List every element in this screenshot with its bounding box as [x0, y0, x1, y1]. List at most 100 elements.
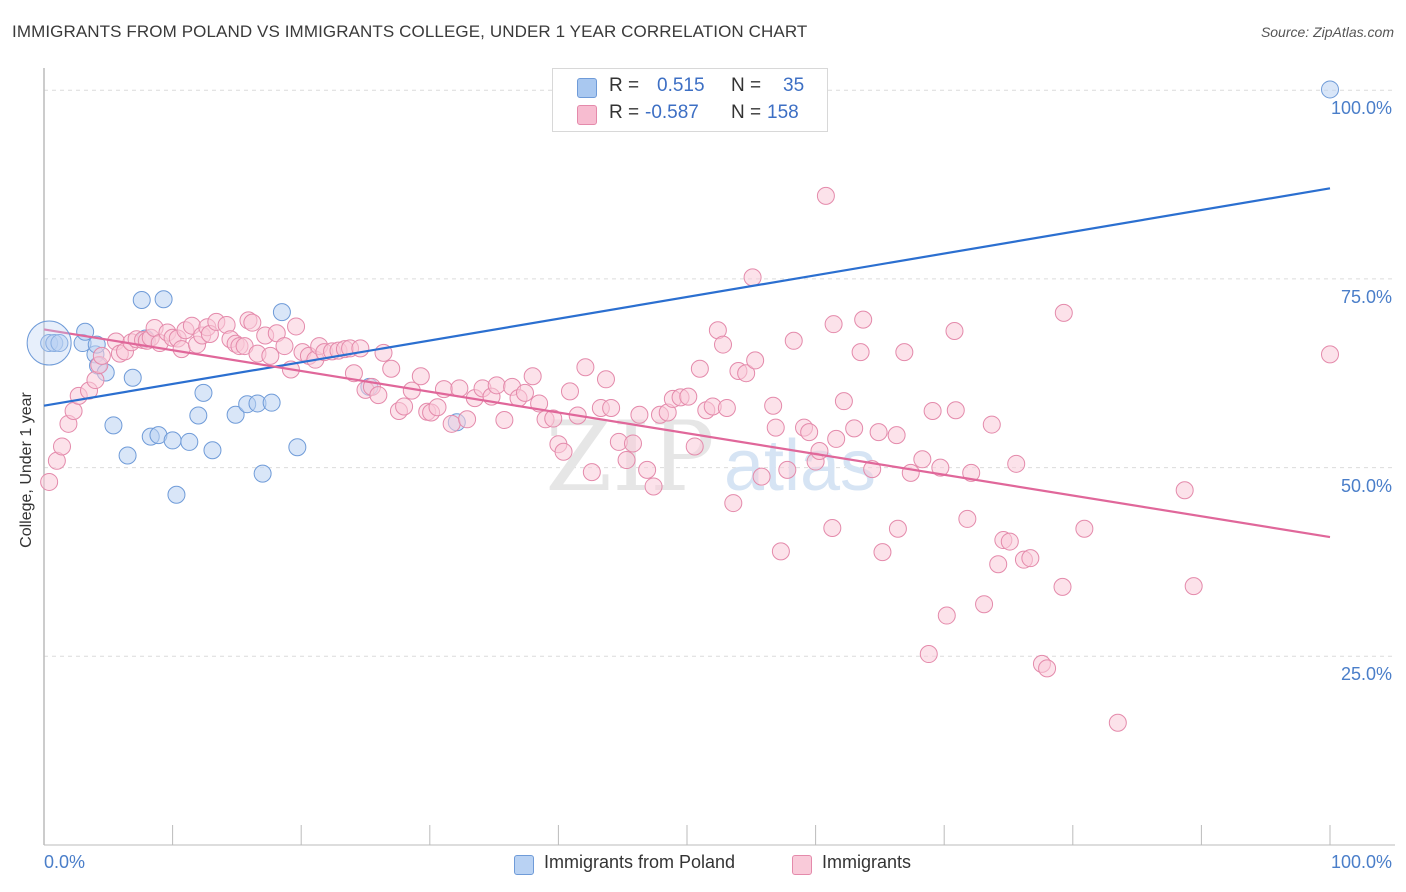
data-point [1021, 549, 1040, 568]
data-point [630, 405, 649, 424]
data-point [887, 426, 906, 445]
n-value: 158 [767, 102, 799, 123]
data-point [958, 509, 977, 528]
data-point [946, 401, 965, 420]
data-point [172, 340, 191, 359]
data-point [937, 606, 956, 625]
data-point [167, 485, 186, 504]
trend-lines [43, 187, 1331, 539]
data-point [523, 367, 542, 386]
data-point [64, 401, 83, 420]
data-point [724, 494, 743, 513]
data-point [602, 398, 621, 417]
r-value: -0.587 [645, 102, 699, 123]
data-point [771, 542, 790, 561]
data-point [261, 346, 280, 365]
data-point [816, 186, 835, 205]
data-point [923, 401, 942, 420]
legend-label-immigrants: Immigrants [822, 852, 912, 872]
data-point [1054, 303, 1073, 322]
data-point [1075, 519, 1094, 538]
data-point [487, 376, 506, 395]
data-point [982, 415, 1001, 434]
data-point [810, 441, 829, 460]
data-point [746, 351, 765, 370]
data-point [845, 419, 864, 438]
legend-swatch-immigrants [577, 105, 597, 125]
data-point [544, 409, 563, 428]
data-point [1007, 454, 1026, 473]
axes [43, 68, 1395, 846]
data-point [92, 346, 111, 365]
data-point [287, 317, 306, 336]
data-point [1184, 577, 1203, 596]
data-point [411, 367, 430, 386]
data-point [975, 595, 994, 614]
legend-swatch-poland [577, 78, 597, 98]
trend-line [43, 328, 1331, 539]
data-point [154, 290, 173, 309]
data-point [784, 331, 803, 350]
data-point [180, 432, 199, 451]
data-point [854, 310, 873, 329]
data-point [800, 423, 819, 442]
data-point [717, 398, 736, 417]
data-point [919, 645, 938, 664]
y-tick-label: 50.0% [1340, 475, 1392, 496]
legend-swatch-immigrants [792, 855, 812, 875]
data-point [596, 370, 615, 389]
data-point [766, 418, 785, 437]
data-point [253, 464, 272, 483]
data-point [823, 518, 842, 537]
data-point [450, 379, 469, 398]
data-point [203, 441, 222, 460]
data-point [118, 446, 137, 465]
data-point [194, 383, 213, 402]
data-point [1108, 713, 1127, 732]
data-point [895, 343, 914, 362]
data-point [560, 382, 579, 401]
data-point [1038, 659, 1057, 678]
data-point [344, 364, 363, 383]
y-tick-label: 25.0% [1340, 664, 1392, 685]
data-point [690, 359, 709, 378]
data-point [638, 460, 657, 479]
data-point [442, 414, 461, 433]
data-point [901, 463, 920, 482]
data-point [163, 431, 182, 450]
data-point [752, 467, 771, 486]
data-point [913, 450, 932, 469]
y-tick-label: 100.0% [1330, 98, 1392, 119]
data-point [764, 396, 783, 415]
r-value: 0.515 [657, 75, 705, 96]
data-point [873, 543, 892, 562]
data-point [1053, 577, 1072, 596]
data-point [743, 268, 762, 287]
watermark-atlas: atlas [724, 426, 876, 506]
source-credit: Source: ZipAtlas.com [1260, 24, 1394, 40]
data-point [623, 434, 642, 453]
r-label: R = [609, 102, 640, 123]
data-point [962, 463, 981, 482]
y-tick-label: 75.0% [1340, 286, 1392, 307]
x-tick-label-min: 0.0% [44, 852, 86, 872]
data-point [272, 303, 291, 322]
data-point [778, 460, 797, 479]
data-point [275, 337, 294, 356]
data-point [262, 393, 281, 412]
data-point [834, 392, 853, 411]
data-point [86, 371, 105, 390]
data-point [189, 406, 208, 425]
data-point [1321, 80, 1339, 99]
data-point [888, 519, 907, 538]
legend-label-poland: Immigrants from Poland [544, 852, 736, 872]
correlation-legend: R = 0.515 N = 35 R = -0.587 N = 158 [552, 68, 828, 132]
data-point [989, 555, 1008, 574]
large-point [26, 320, 72, 366]
data-point [851, 343, 870, 362]
data-point [931, 458, 950, 477]
data-point [382, 359, 401, 378]
data-point [1321, 345, 1339, 364]
data-point [685, 437, 704, 456]
data-point [714, 335, 733, 354]
